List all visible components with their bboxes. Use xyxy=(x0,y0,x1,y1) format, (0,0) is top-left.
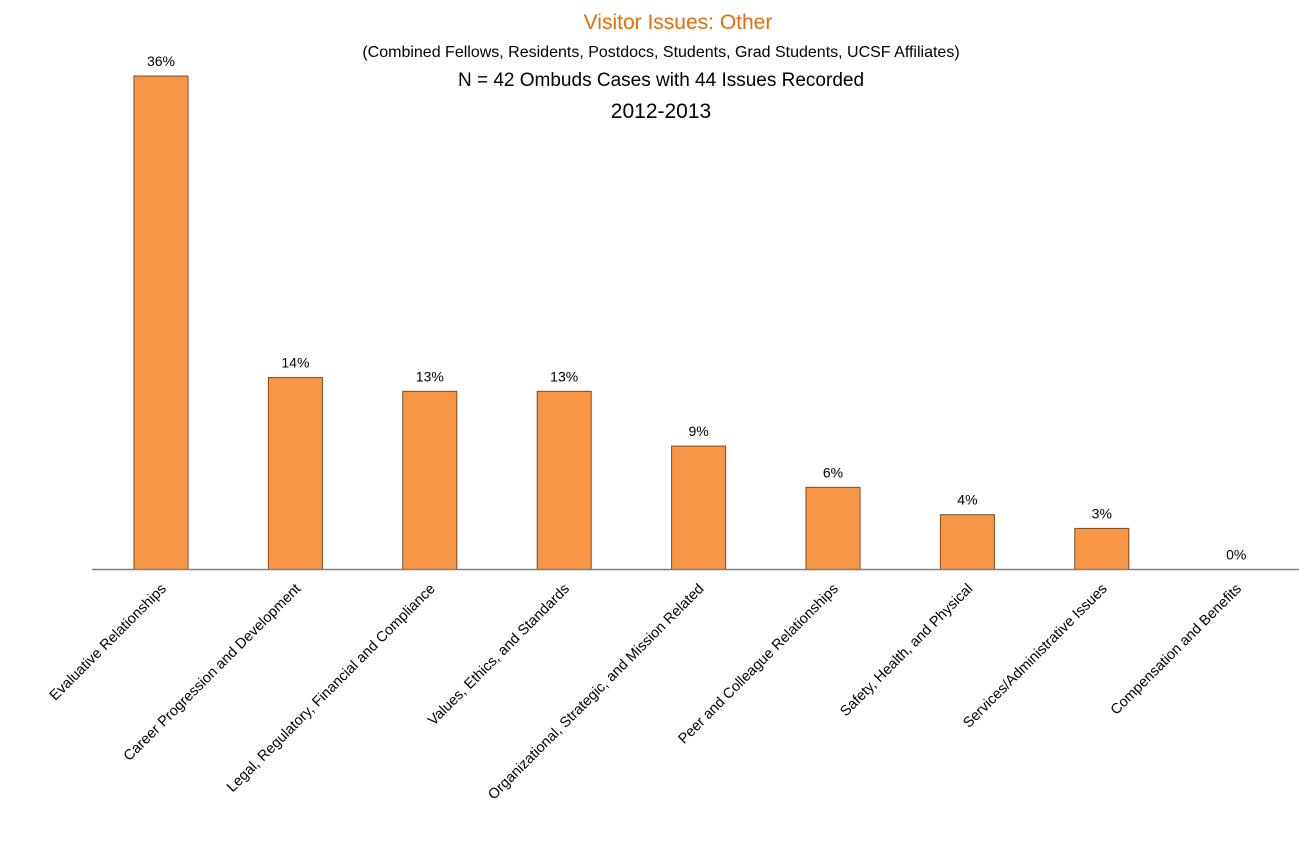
data-label: 14% xyxy=(281,355,309,371)
chart-subtitle: (Combined Fellows, Residents, Postdocs, … xyxy=(362,44,959,61)
bar xyxy=(939,514,995,571)
bar xyxy=(1074,527,1130,571)
bar xyxy=(133,75,189,570)
data-labels-group: 36% 14% 13% 13% 9% 6% 4% 3% 0% xyxy=(147,53,1246,563)
data-label: 13% xyxy=(550,368,578,384)
chart-year: 2012-2013 xyxy=(611,100,711,123)
data-label: 4% xyxy=(957,492,977,508)
data-label: 36% xyxy=(147,53,175,69)
x-tick-label: Safety, Health, and Physical xyxy=(837,581,976,720)
bar xyxy=(402,390,458,570)
chart-title: Visitor Issues: Other xyxy=(584,11,773,34)
bar xyxy=(671,445,727,571)
data-label: 0% xyxy=(1226,547,1246,563)
data-label: 13% xyxy=(416,368,444,384)
data-label: 3% xyxy=(1092,505,1112,521)
bar xyxy=(536,390,592,570)
bar xyxy=(267,377,323,570)
data-label: 6% xyxy=(823,464,843,480)
x-tick-label: Organizational, Strategic, and Mission R… xyxy=(485,581,707,803)
chart-case-count: N = 42 Ombuds Cases with 44 Issues Recor… xyxy=(458,70,864,91)
x-tick-label: Evaluative Relationships xyxy=(47,581,170,704)
x-tick-label: Peer and Colleague Relationships xyxy=(675,581,841,747)
x-tick-label: Values, Ethics, and Standards xyxy=(425,581,573,729)
bars-group xyxy=(133,75,1130,571)
x-tick-label: Legal, Regulatory, Financial and Complia… xyxy=(224,581,439,796)
bar xyxy=(805,486,861,571)
data-label: 9% xyxy=(688,423,708,439)
x-tick-label: Compensation and Benefits xyxy=(1108,581,1245,718)
x-tick-label: Services/Administrative Issues xyxy=(960,581,1110,731)
